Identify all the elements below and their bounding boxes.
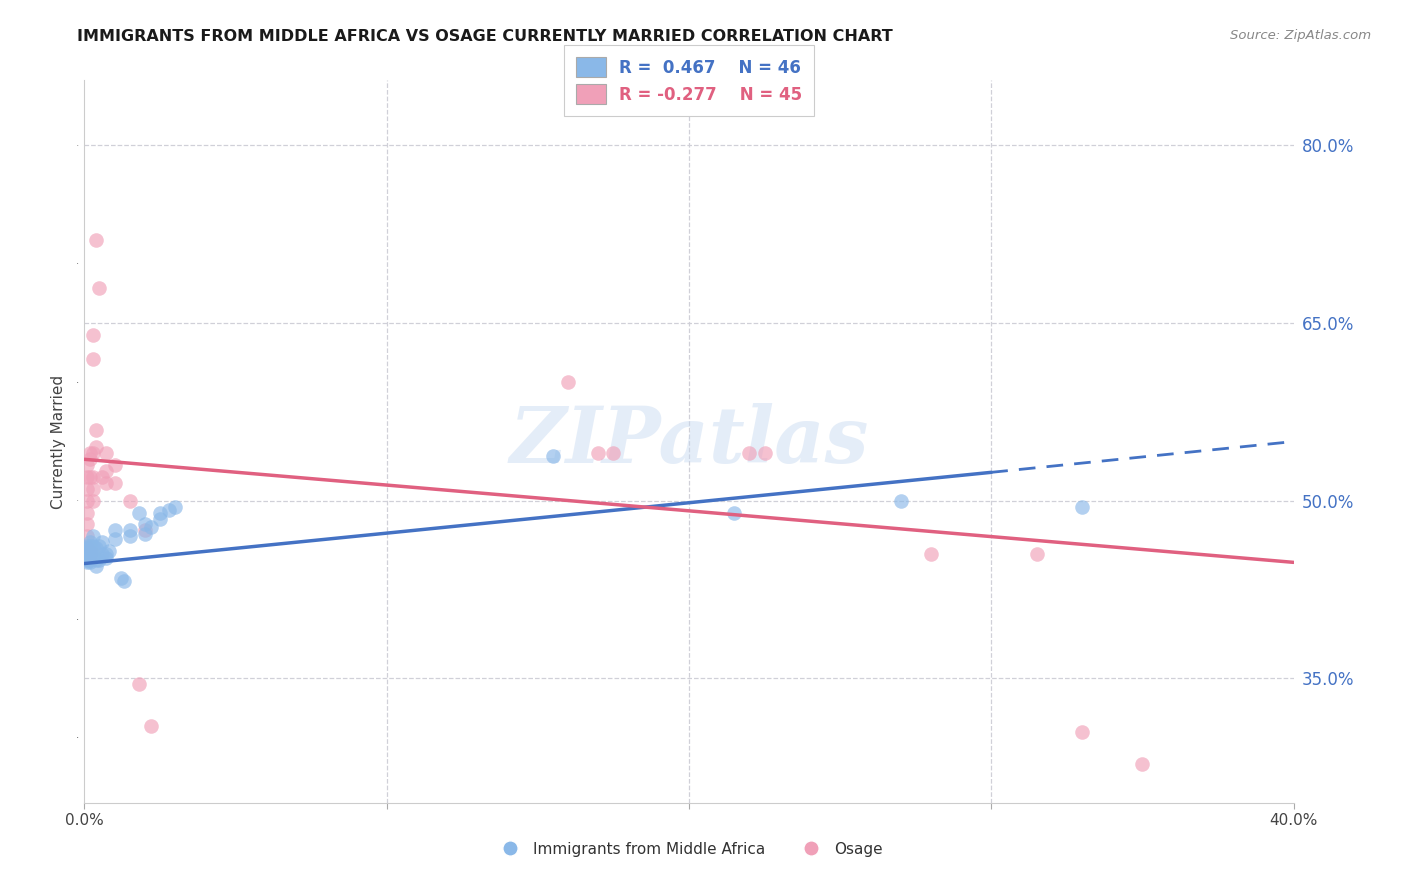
Point xyxy=(134,524,156,538)
Point xyxy=(157,503,180,517)
Point xyxy=(94,464,117,478)
Point xyxy=(1071,724,1094,739)
Point xyxy=(79,446,101,460)
Point xyxy=(94,446,117,460)
Point xyxy=(79,553,101,567)
Point xyxy=(82,327,104,342)
Point xyxy=(149,506,172,520)
Point xyxy=(602,446,624,460)
Point xyxy=(86,541,108,556)
Point xyxy=(91,470,114,484)
Point xyxy=(82,493,104,508)
Point xyxy=(557,376,579,390)
Point xyxy=(86,233,108,247)
Point xyxy=(1025,547,1047,561)
Text: ZIPatlas: ZIPatlas xyxy=(509,403,869,480)
Point xyxy=(86,558,108,573)
Point xyxy=(76,539,98,553)
Point xyxy=(79,452,101,467)
Point xyxy=(82,547,104,561)
Point xyxy=(76,553,98,567)
Point xyxy=(754,446,776,460)
Point xyxy=(89,539,111,553)
Point xyxy=(82,529,104,543)
Point xyxy=(89,280,111,294)
Text: IMMIGRANTS FROM MIDDLE AFRICA VS OSAGE CURRENTLY MARRIED CORRELATION CHART: IMMIGRANTS FROM MIDDLE AFRICA VS OSAGE C… xyxy=(77,29,893,44)
Point xyxy=(541,449,564,463)
Point xyxy=(165,500,187,514)
Point xyxy=(890,493,912,508)
Point xyxy=(79,541,101,556)
Point xyxy=(588,446,610,460)
Point xyxy=(104,458,127,473)
Point xyxy=(89,553,111,567)
Point xyxy=(104,475,127,490)
Y-axis label: Currently Married: Currently Married xyxy=(51,375,66,508)
Point xyxy=(76,549,98,564)
Point xyxy=(134,517,156,532)
Point xyxy=(82,351,104,366)
Point xyxy=(128,506,150,520)
Point xyxy=(79,547,101,561)
Point xyxy=(1071,500,1094,514)
Point xyxy=(86,423,108,437)
Point xyxy=(76,493,98,508)
Point xyxy=(139,719,162,733)
Point xyxy=(91,547,114,561)
Point xyxy=(94,547,117,561)
Point xyxy=(82,482,104,496)
Point xyxy=(82,470,104,484)
Legend: Immigrants from Middle Africa, Osage: Immigrants from Middle Africa, Osage xyxy=(495,841,883,856)
Point xyxy=(76,555,98,569)
Point xyxy=(76,517,98,532)
Point xyxy=(76,470,98,484)
Point xyxy=(118,529,141,543)
Point xyxy=(110,571,132,585)
Point xyxy=(76,458,98,473)
Point xyxy=(76,543,98,558)
Point xyxy=(86,553,108,567)
Point xyxy=(76,546,98,560)
Point xyxy=(79,555,101,569)
Point xyxy=(76,547,98,561)
Point xyxy=(1130,756,1153,771)
Point xyxy=(91,535,114,549)
Point xyxy=(723,506,745,520)
Point xyxy=(79,470,101,484)
Point xyxy=(104,524,127,538)
Point xyxy=(112,574,135,589)
Point xyxy=(97,543,120,558)
Point xyxy=(134,527,156,541)
Point xyxy=(94,475,117,490)
Point xyxy=(104,532,127,546)
Point xyxy=(76,541,98,556)
Point xyxy=(94,550,117,565)
Point xyxy=(76,506,98,520)
Point xyxy=(118,524,141,538)
Text: Source: ZipAtlas.com: Source: ZipAtlas.com xyxy=(1230,29,1371,42)
Point xyxy=(79,539,101,553)
Point xyxy=(79,535,101,549)
Point xyxy=(149,511,172,525)
Point xyxy=(86,441,108,455)
Point xyxy=(82,446,104,460)
Point xyxy=(76,541,98,556)
Point xyxy=(128,677,150,691)
Point xyxy=(82,539,104,553)
Point xyxy=(76,482,98,496)
Point xyxy=(79,547,101,561)
Point xyxy=(139,520,162,534)
Point xyxy=(82,549,104,564)
Point xyxy=(79,543,101,558)
Point xyxy=(118,493,141,508)
Point xyxy=(738,446,761,460)
Point xyxy=(76,529,98,543)
Point xyxy=(920,547,942,561)
